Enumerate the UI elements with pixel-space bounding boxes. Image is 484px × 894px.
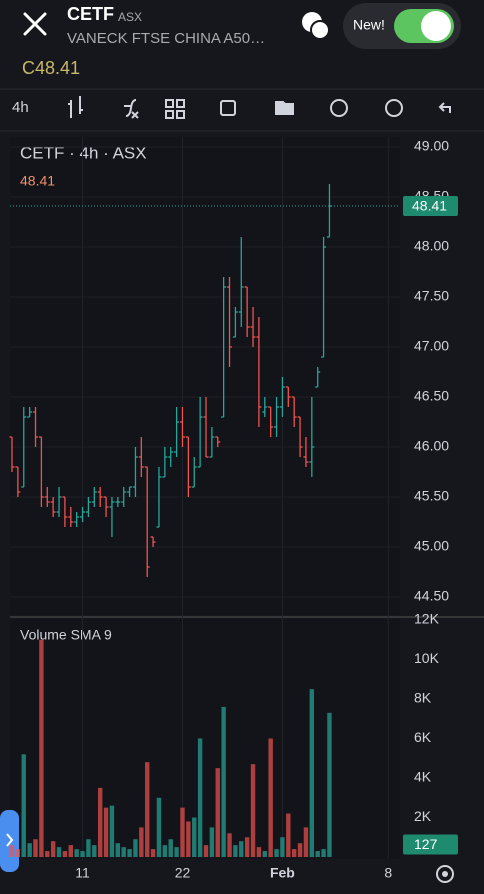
volume-tick-label: 12K xyxy=(414,611,440,627)
volume-bar xyxy=(109,805,115,857)
y-tick-label: 45.00 xyxy=(414,538,449,554)
volume-bar xyxy=(256,847,262,857)
volume-bar xyxy=(221,706,226,857)
y-tick-label: 48.00 xyxy=(414,238,449,254)
volume-bar xyxy=(286,813,291,857)
volume-bar xyxy=(303,827,309,857)
volume-bar xyxy=(327,712,332,857)
exchange: ASX xyxy=(118,10,142,24)
volume-bar xyxy=(80,851,85,857)
volume-tag xyxy=(403,834,458,855)
side-tab[interactable] xyxy=(0,810,19,872)
volume-bar xyxy=(309,689,315,857)
y-tick-label: 44.50 xyxy=(414,588,449,604)
volume-tick-label: 4K xyxy=(414,769,432,785)
y-tick-label: 46.00 xyxy=(414,438,449,454)
volume-bar xyxy=(62,851,68,857)
volume-bar xyxy=(21,754,26,857)
volume-bar xyxy=(121,847,126,857)
volume-bar xyxy=(262,851,267,857)
volume-bar xyxy=(168,839,173,857)
volume-tick-label: 8K xyxy=(414,690,432,706)
volume-bar xyxy=(250,764,256,857)
symbol: CETF xyxy=(67,4,114,24)
volume-bar xyxy=(268,738,273,857)
volume-pane xyxy=(10,619,400,859)
volume-bar xyxy=(56,847,62,857)
volume-bar xyxy=(50,841,56,857)
volume-bar xyxy=(92,845,97,857)
volume-bar xyxy=(192,817,197,857)
close-button[interactable] xyxy=(23,12,47,36)
x-tick-label: Feb xyxy=(270,865,295,881)
volume-bar xyxy=(297,843,303,857)
volume-tick-label: 6K xyxy=(414,729,432,745)
volume-title: Volume SMA 9 xyxy=(20,627,112,643)
volume-bar xyxy=(68,845,73,857)
volume-bar xyxy=(274,849,279,857)
price-pane xyxy=(10,137,400,615)
volume-tick-label: 2K xyxy=(414,808,432,824)
volume-bar xyxy=(133,839,138,857)
volume-bar xyxy=(321,849,326,857)
volume-bar xyxy=(9,845,15,857)
x-tick-label: 22 xyxy=(175,865,191,881)
volume-bar xyxy=(74,849,79,857)
y-tick-label: 46.50 xyxy=(414,388,449,404)
legend-title: CETF · 4h · ASX xyxy=(20,143,147,162)
volume-bar xyxy=(203,845,209,857)
volume-bar xyxy=(45,851,50,857)
toolbar-icons[interactable] xyxy=(68,96,451,119)
volume-bar xyxy=(33,839,38,857)
volume-bar xyxy=(174,847,179,857)
y-tick-label: 47.00 xyxy=(414,338,449,354)
volume-current-label: 127 xyxy=(414,836,438,852)
volume-bar xyxy=(244,837,250,857)
x-tick-label: 8 xyxy=(384,865,392,881)
volume-bar xyxy=(150,849,156,857)
volume-bar xyxy=(103,807,109,857)
volume-bar xyxy=(97,787,103,857)
volume-bar xyxy=(291,849,297,857)
header-price: C48.41 xyxy=(22,58,80,78)
volume-bar xyxy=(156,797,162,857)
interval-button[interactable]: 4h xyxy=(12,99,29,116)
volume-bar xyxy=(233,845,238,857)
volume-bar xyxy=(139,827,144,857)
volume-bar xyxy=(115,843,121,857)
volume-bar xyxy=(209,827,215,857)
volume-bar xyxy=(215,768,220,857)
last-price-tag xyxy=(403,196,458,216)
volume-bar xyxy=(145,762,150,857)
volume-bar xyxy=(39,639,44,857)
settings-icon[interactable] xyxy=(436,865,454,883)
toggle-label: New! xyxy=(353,17,385,33)
volume-bar xyxy=(280,837,285,857)
x-tick-label: 11 xyxy=(75,865,90,881)
y-tick-label: 45.50 xyxy=(414,488,449,504)
volume-bar xyxy=(27,843,32,857)
volume-bar xyxy=(315,851,320,857)
y-tick-label: 49.00 xyxy=(414,138,449,154)
volume-bar xyxy=(197,738,203,857)
toggle-knob xyxy=(421,11,451,41)
instrument-name: VANECK FTSE CHINA A50… xyxy=(67,30,265,47)
volume-bar xyxy=(227,833,232,857)
volume-bar xyxy=(239,841,244,857)
chat-icon[interactable] xyxy=(302,12,330,40)
volume-bar xyxy=(15,849,21,857)
volume-bar xyxy=(180,807,185,857)
volume-bar xyxy=(127,849,132,857)
volume-bar xyxy=(186,821,191,857)
legend-value: 48.41 xyxy=(20,173,55,189)
last-price-label: 48.41 xyxy=(412,198,447,214)
volume-tick-label: 10K xyxy=(414,650,440,666)
y-tick-label: 47.50 xyxy=(414,288,449,304)
volume-bar xyxy=(86,839,91,857)
volume-bar xyxy=(162,845,168,857)
